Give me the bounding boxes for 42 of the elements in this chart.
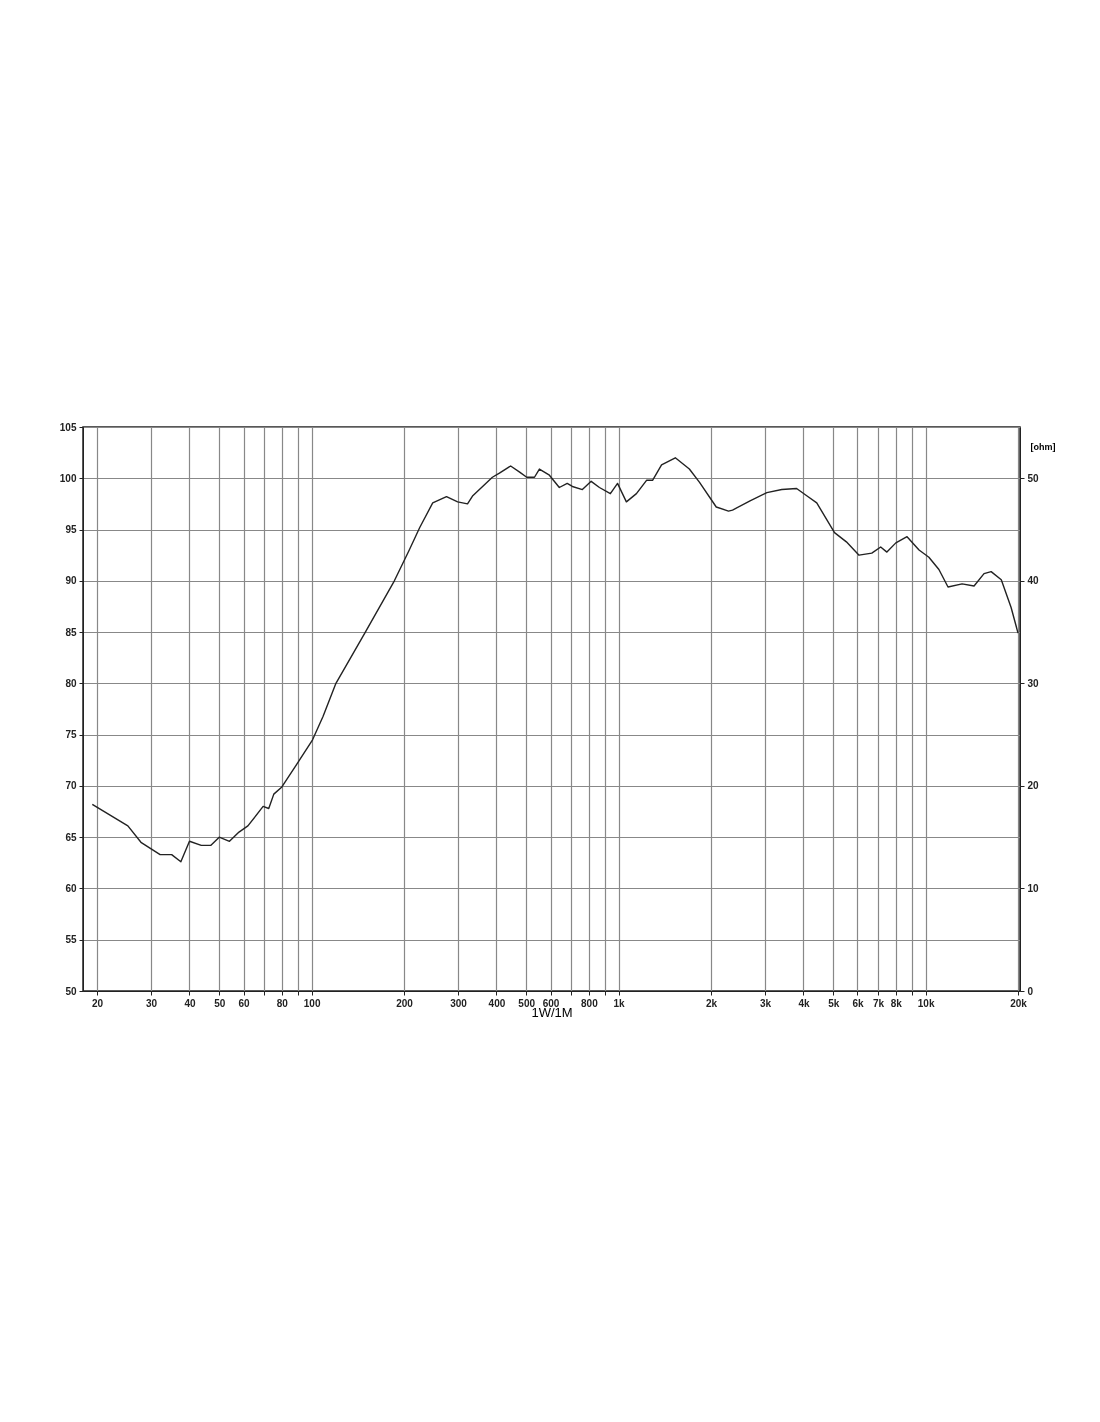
x-tick-label: 100 xyxy=(303,997,321,1009)
x-tick-label: 500 xyxy=(518,997,536,1009)
x-tick-label: 600 xyxy=(542,997,560,1009)
y2-tick-label: 40 xyxy=(1027,575,1040,587)
x-tick-label: 60 xyxy=(238,997,251,1009)
x-tick-label: 20 xyxy=(91,997,104,1009)
y-tick-label: 100 xyxy=(59,472,77,484)
x-tick-label: 4k xyxy=(798,997,810,1009)
x-tick-label: 800 xyxy=(581,997,599,1009)
y2-tick-label: 30 xyxy=(1027,677,1040,689)
y-tick-label: 105 xyxy=(59,421,77,433)
y2-axis-title: [ohm] xyxy=(1030,441,1056,452)
x-tick-label: 7k xyxy=(872,997,885,1009)
y2-tick-label: 0 xyxy=(1027,985,1034,997)
y-tick-label: 50 xyxy=(65,985,77,997)
x-tick-label: 20k xyxy=(1010,997,1028,1009)
y-tick-label: 90 xyxy=(65,575,77,587)
x-tick-label: 5k xyxy=(828,997,840,1009)
y-tick-label: 60 xyxy=(65,882,77,894)
y-tick-label: 85 xyxy=(65,626,77,638)
x-tick-label: 1k xyxy=(613,997,626,1009)
x-tick-label: 10k xyxy=(917,997,935,1009)
y-tick-label: 75 xyxy=(65,729,77,741)
y2-tick-label: 10 xyxy=(1027,882,1040,894)
x-tick-label: 8k xyxy=(890,997,903,1009)
x-tick-label: 50 xyxy=(214,997,226,1009)
x-tick-label: 400 xyxy=(488,997,506,1009)
y-tick-label: 70 xyxy=(65,780,77,792)
x-tick-label: 200 xyxy=(396,997,414,1009)
y-tick-label: 80 xyxy=(65,677,77,689)
x-tick-label: 80 xyxy=(276,997,289,1009)
y-tick-label: 65 xyxy=(65,831,77,843)
x-tick-label: 6k xyxy=(852,997,864,1009)
x-tick-label: 300 xyxy=(450,997,468,1009)
y-tick-label: 55 xyxy=(65,934,77,946)
y2-tick-label: 20 xyxy=(1027,780,1040,792)
y2-tick-label: 50 xyxy=(1027,472,1040,484)
x-tick-label: 2k xyxy=(705,997,718,1009)
x-tick-label: 3k xyxy=(760,997,772,1009)
y-tick-label: 95 xyxy=(65,524,77,536)
x-tick-label: 40 xyxy=(184,997,196,1009)
x-tick-label: 30 xyxy=(146,997,158,1009)
